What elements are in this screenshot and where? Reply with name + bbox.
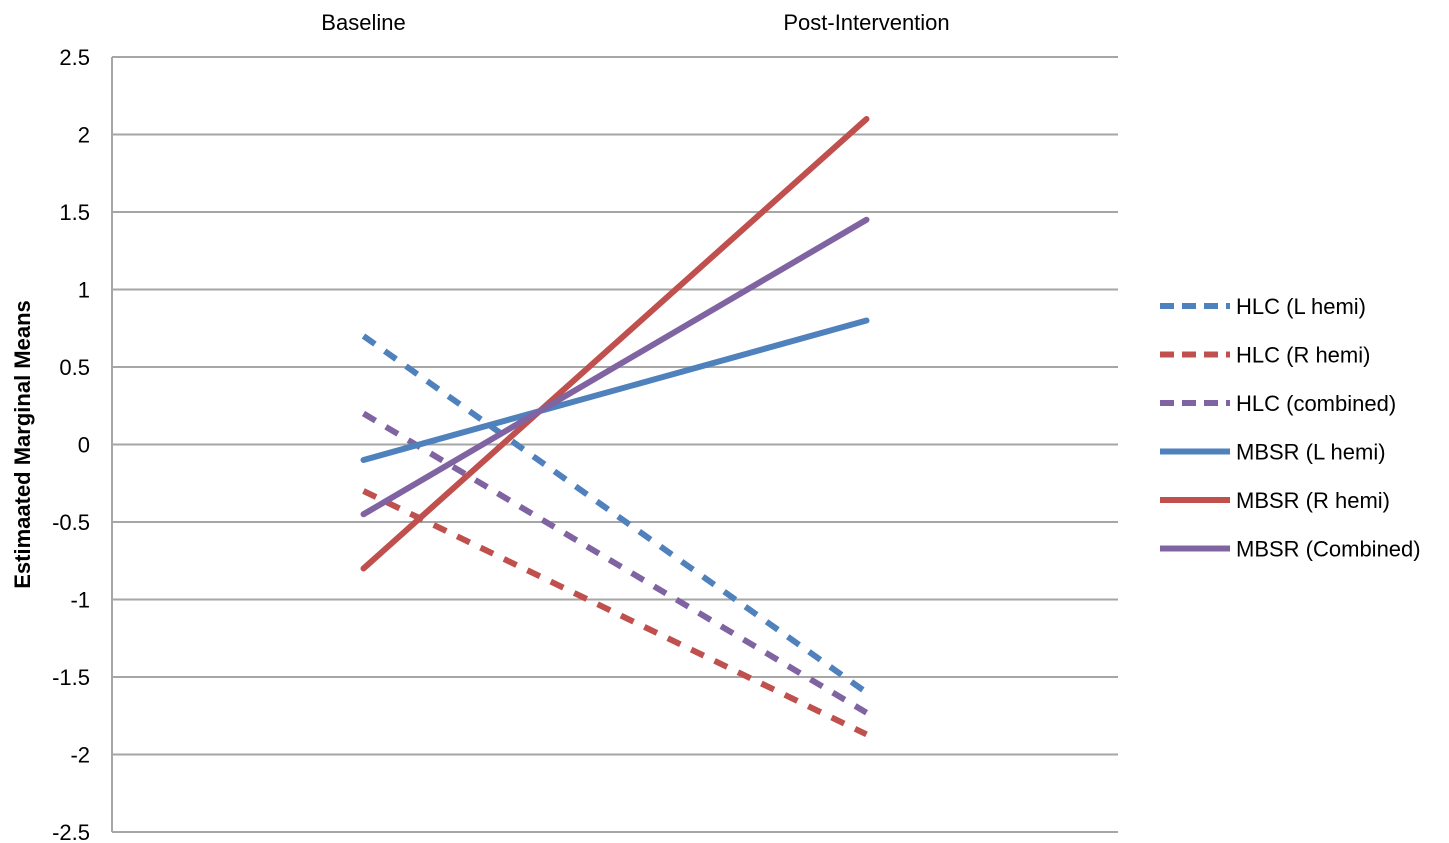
y-axis-title: Estimaated Marginal Means — [10, 300, 35, 589]
y-tick-label: -1.5 — [52, 665, 90, 690]
legend-label: HLC (R hemi) — [1236, 343, 1370, 368]
y-tick-label: 1.5 — [59, 200, 90, 225]
series-line — [360, 317, 870, 463]
y-tick-label: -1 — [70, 588, 90, 613]
y-tick-label: 0 — [78, 433, 90, 458]
y-tick-label: -0.5 — [52, 510, 90, 535]
x-category-label: Post-Intervention — [783, 10, 949, 35]
series-line — [362, 488, 868, 738]
y-tick-label: 2 — [78, 123, 90, 148]
y-tick-label: -2 — [70, 743, 90, 768]
series-line — [360, 116, 870, 572]
legend-label: HLC (combined) — [1236, 391, 1396, 416]
series-line — [361, 410, 869, 716]
y-tick-label: 2.5 — [59, 45, 90, 70]
y-tick-label: 1 — [78, 278, 90, 303]
series-line — [360, 216, 870, 518]
y-tick-label: -2.5 — [52, 820, 90, 843]
legend-label: MBSR (R hemi) — [1236, 488, 1390, 513]
legend-label: MBSR (Combined) — [1236, 537, 1421, 562]
legend-label: HLC (L hemi) — [1236, 294, 1366, 319]
legend-label: MBSR (L hemi) — [1236, 440, 1386, 465]
x-category-label: Baseline — [321, 10, 405, 35]
y-tick-label: 0.5 — [59, 355, 90, 380]
